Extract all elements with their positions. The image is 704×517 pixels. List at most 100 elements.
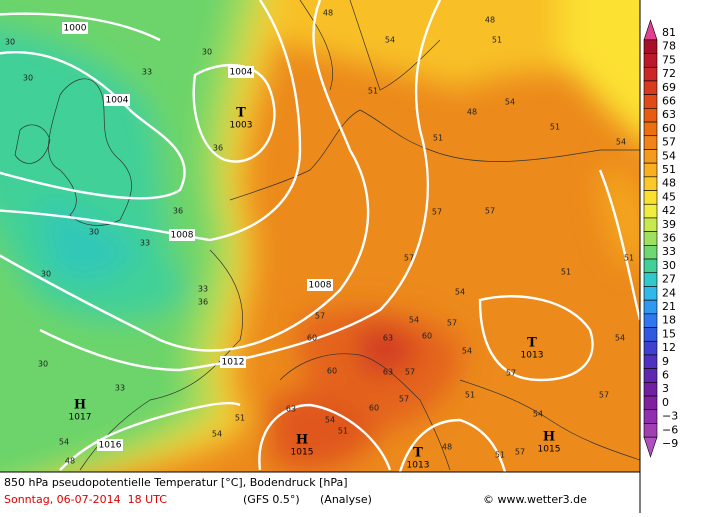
isobar-label-bg — [307, 279, 333, 291]
isotherm-label: 54 — [505, 98, 515, 107]
legend-swatch — [643, 354, 658, 369]
legend-swatch — [643, 258, 658, 274]
isotherm-label: 54 — [212, 430, 222, 439]
isotherm-label: 60 — [422, 332, 432, 341]
legend-swatch — [643, 121, 658, 137]
isotherm-label: 54 — [455, 288, 465, 297]
isotherm-label: 30 — [5, 38, 15, 47]
isotherm-label: 57 — [399, 395, 409, 404]
pressure-value: 1013 — [521, 351, 544, 361]
legend-swatch — [643, 94, 658, 109]
isotherm-label: 51 — [368, 87, 378, 96]
isobar-label: 1012 — [222, 358, 245, 368]
isotherm-label: 63 — [286, 405, 296, 414]
pressure-letter: H — [296, 433, 308, 448]
legend-label: 51 — [662, 163, 676, 176]
pressure-value: 1015 — [291, 448, 314, 458]
legend-swatch — [643, 149, 658, 164]
legend-label: 33 — [662, 245, 676, 258]
pressure-value: 1013 — [407, 461, 430, 471]
legend-swatch — [643, 286, 658, 301]
isotherm-label: 51 — [624, 254, 634, 263]
legend-swatch — [643, 39, 658, 54]
legend-label: 18 — [662, 314, 676, 327]
legend-label: 78 — [662, 40, 676, 53]
legend-swatch — [643, 436, 658, 458]
isotherm-label: 51 — [495, 451, 505, 460]
legend-label: −9 — [662, 437, 678, 450]
legend-swatch — [643, 313, 658, 328]
legend-label: 81 — [662, 26, 676, 39]
isobar-label-bg — [220, 356, 246, 368]
isotherm-label: 30 — [41, 270, 51, 279]
legend-label: 6 — [662, 369, 669, 382]
isotherm-label: 54 — [409, 316, 419, 325]
isobar-label: 1000 — [64, 24, 87, 34]
legend-label: 60 — [662, 122, 676, 135]
legend-swatch — [643, 299, 658, 315]
legend-label: 72 — [662, 67, 676, 80]
footer-date: Sonntag, 06-07-2014 18 UTC — [4, 493, 167, 506]
legend-swatch — [643, 19, 658, 41]
pressure-letter: T — [413, 446, 423, 461]
legend-swatch — [643, 327, 658, 342]
pressure-letter: H — [74, 398, 86, 413]
isotherm-label: 54 — [462, 347, 472, 356]
legend-label: 36 — [662, 232, 676, 245]
legend-swatch — [643, 135, 658, 150]
legend-swatch — [643, 382, 658, 397]
isotherm-label: 54 — [325, 416, 335, 425]
legend-swatch — [643, 368, 658, 383]
isotherm-label: 57 — [485, 207, 495, 216]
legend-swatch — [643, 217, 658, 232]
legend-label: 69 — [662, 81, 676, 94]
footer-bg — [0, 472, 704, 513]
legend-label: 12 — [662, 341, 676, 354]
legend-label: 27 — [662, 273, 676, 286]
legend-label: 9 — [662, 355, 669, 368]
pressure-letter: T — [527, 336, 537, 351]
isotherm-label: 48 — [485, 16, 495, 25]
isotherm-label: 51 — [235, 414, 245, 423]
legend-swatch — [643, 423, 658, 438]
legend-label: 48 — [662, 177, 676, 190]
legend-swatch — [643, 272, 658, 287]
isobar-label-bg — [97, 439, 123, 451]
isotherm-label: 60 — [369, 404, 379, 413]
isotherm-label: 48 — [467, 108, 477, 117]
isotherm-label: 54 — [533, 410, 543, 419]
pressure-letter: T — [236, 106, 246, 121]
isotherm-label: 54 — [615, 334, 625, 343]
legend-label: −6 — [662, 423, 678, 436]
isobar-label-bg — [62, 22, 88, 34]
legend-label: 66 — [662, 95, 676, 108]
isobar-label-bg — [169, 229, 195, 241]
isotherm-label: 63 — [383, 368, 393, 377]
legend-label: 45 — [662, 190, 676, 203]
isotherm-label: 57 — [315, 312, 325, 321]
legend-swatch — [643, 395, 658, 411]
isotherm-label: 57 — [515, 448, 525, 457]
isotherm-label: 48 — [65, 457, 75, 466]
isotherm-label: 51 — [561, 268, 571, 277]
legend-swatch — [643, 66, 658, 82]
legend-label: 57 — [662, 136, 676, 149]
footer-title: 850 hPa pseudopotentielle Temperatur [°C… — [4, 476, 348, 489]
isotherm-label: 30 — [89, 228, 99, 237]
legend-label: 39 — [662, 218, 676, 231]
pressure-value: 1003 — [230, 121, 253, 131]
isotherm-label: 57 — [404, 254, 414, 263]
legend-swatch — [643, 108, 658, 123]
legend-swatch — [643, 231, 658, 246]
isotherm-label: 60 — [327, 367, 337, 376]
isotherm-label: 51 — [433, 134, 443, 143]
legend-swatch — [643, 245, 658, 260]
pressure-letter: H — [543, 430, 555, 445]
legend-label: 54 — [662, 149, 676, 162]
isotherm-label: 33 — [115, 384, 125, 393]
legend-swatch — [643, 53, 658, 68]
isobar-label: 1008 — [171, 231, 194, 241]
isotherm-label: 30 — [38, 360, 48, 369]
isotherm-label: 57 — [405, 368, 415, 377]
